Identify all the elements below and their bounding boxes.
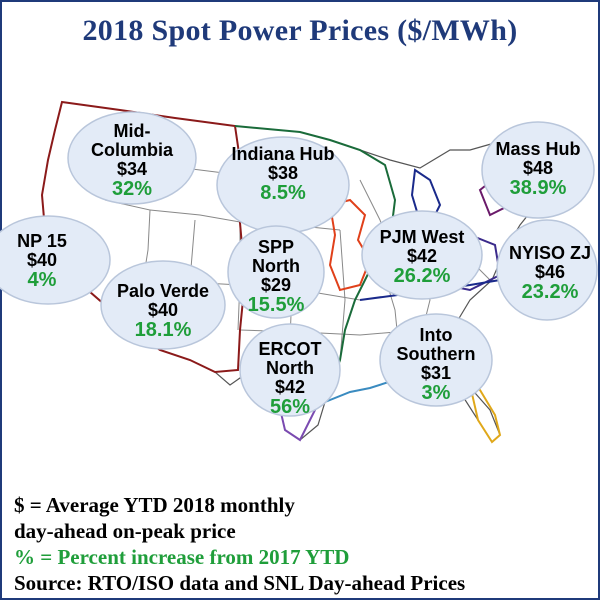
hub-change: 18.1%	[134, 318, 192, 341]
hub-into-southern: Into Southern $31 3%	[386, 326, 486, 404]
hub-price: $40	[147, 299, 179, 320]
hub-change: 3%	[421, 381, 451, 404]
hub-indiana-hub: Indiana Hub $38 8.5%	[230, 145, 336, 204]
hub-change: 26.2%	[393, 264, 451, 287]
hub-price: $34	[116, 158, 148, 179]
hub-price: $42	[406, 245, 438, 266]
hub-change: 8.5%	[260, 181, 306, 204]
hub-price: $29	[260, 274, 292, 295]
bubble-spp-north	[227, 225, 325, 319]
legend-line-percent: % = Percent increase from 2017 YTD	[14, 545, 350, 569]
bubble-pjm-west	[361, 210, 483, 300]
hub-change: 23.2%	[521, 280, 579, 303]
bubble-mass-hub	[481, 121, 595, 219]
hub-name: Indiana Hub	[231, 144, 335, 164]
legend-line-price: $ = Average YTD 2018 monthly	[14, 493, 295, 517]
hub-bubbles	[0, 111, 598, 417]
hub-palo-verde: Palo Verde $40 18.1%	[108, 282, 218, 341]
pjm-region-border	[328, 198, 372, 292]
hub-name: PJM West	[379, 227, 465, 247]
hub-name: Palo Verde	[116, 281, 210, 301]
hub-mid-columbia: Mid-Columbia $34 32%	[82, 122, 182, 200]
bubble-mid-columbia	[67, 111, 197, 205]
hub-change: 32%	[111, 177, 153, 200]
hub-np-15: NP 15 $40 4%	[2, 232, 82, 291]
hub-name: NP 15	[17, 231, 67, 251]
hub-mass-hub: Mass Hub $48 38.9%	[486, 140, 590, 199]
hub-change: 38.9%	[509, 176, 567, 199]
hub-name: Mid-Columbia	[90, 121, 173, 160]
hub-price: $48	[522, 157, 554, 178]
hub-pjm-west: PJM West $42 26.2%	[366, 228, 478, 287]
hub-price: $42	[274, 376, 306, 397]
hub-price: $40	[26, 249, 58, 270]
hub-name: Mass Hub	[495, 139, 581, 159]
hub-change: 56%	[269, 395, 311, 418]
bubble-ercot-north	[239, 323, 341, 417]
florida-border	[468, 383, 502, 444]
western-region-border	[40, 100, 247, 374]
map-title: 2018 Spot Power Prices ($/MWh)	[82, 14, 518, 47]
hub-price: $46	[534, 261, 566, 282]
hub-change: 15.5%	[247, 293, 305, 316]
hub-change: 4%	[27, 268, 57, 291]
legend: $ = Average YTD 2018 monthly day-ahead o…	[14, 492, 594, 596]
hub-price: $38	[267, 162, 299, 183]
bubble-palo-verde	[100, 260, 226, 350]
hub-ercot-north: ERCOT North $42 56%	[245, 340, 335, 418]
bubble-np-15	[0, 215, 111, 305]
hub-name: NYISO ZJ	[508, 243, 592, 263]
hub-price: $31	[420, 362, 452, 383]
hub-name: ERCOT North	[258, 339, 322, 378]
hub-nyiso-zj: NYISO ZJ $46 23.2%	[502, 244, 598, 303]
bubble-nyiso-zj	[496, 219, 598, 321]
hub-name: Into Southern	[396, 325, 476, 364]
legend-line-source: Source: RTO/ISO data and SNL Day-ahead P…	[14, 571, 466, 595]
hub-name: SPP North	[252, 237, 300, 276]
hub-spp-north: SPP North $29 15.5%	[236, 238, 316, 316]
bubble-into-southern	[379, 313, 493, 407]
legend-line-price-detail: day-ahead on-peak price	[14, 519, 236, 543]
